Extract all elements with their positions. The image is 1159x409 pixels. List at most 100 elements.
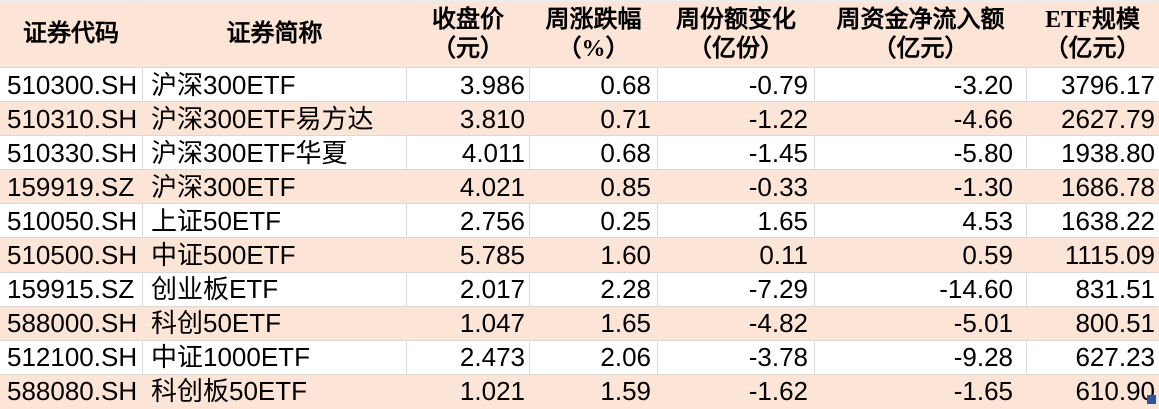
cell-week-share-change[interactable]: 0.11 (658, 238, 815, 273)
table-row: 510050.SH 上证50ETF 2.756 0.25 1.65 4.53 1… (0, 204, 1159, 239)
cell-week-net-inflow[interactable]: -1.30 (815, 170, 1027, 205)
cell-close-price[interactable]: 2.473 (407, 340, 530, 375)
cell-week-pct-change[interactable]: 2.28 (530, 272, 658, 307)
cell-close-price[interactable]: 2.756 (407, 204, 530, 239)
header-unit: （亿份） (688, 35, 784, 62)
cell-week-pct-change[interactable]: 1.60 (530, 238, 658, 273)
header-label: 证券简称 (226, 21, 323, 47)
cell-security-name[interactable]: 上证50ETF (143, 204, 407, 239)
cell-security-code[interactable]: 159915.SZ (0, 272, 143, 307)
cell-week-share-change[interactable]: -4.82 (658, 306, 815, 341)
header-unit: （亿元） (1044, 35, 1141, 62)
header-label: 周份额变化 (676, 6, 796, 33)
cell-week-share-change[interactable]: -1.22 (658, 102, 815, 137)
header-week-pct-change[interactable]: 周涨跌幅 （%） (530, 0, 658, 68)
cell-security-name[interactable]: 沪深300ETF (143, 68, 407, 103)
header-security-code[interactable]: 证券代码 (0, 0, 143, 68)
cell-week-pct-change[interactable]: 0.68 (530, 68, 658, 103)
cell-etf-scale[interactable]: 627.23 (1027, 341, 1159, 375)
header-etf-scale[interactable]: ETF规模 （亿元） (1027, 0, 1159, 68)
header-label: 证券代码 (23, 21, 119, 47)
cell-security-name[interactable]: 创业板ETF (143, 272, 407, 307)
cell-week-share-change[interactable]: -3.78 (658, 340, 815, 375)
cell-security-code[interactable]: 588000.SH (0, 306, 143, 341)
cell-week-pct-change[interactable]: 0.85 (530, 170, 658, 205)
cell-security-code[interactable]: 510300.SH (0, 68, 143, 103)
cell-week-pct-change[interactable]: 0.68 (530, 136, 658, 171)
cell-etf-scale[interactable]: 1938.80 (1027, 136, 1159, 171)
cell-week-share-change[interactable]: 1.65 (658, 204, 815, 239)
cell-security-name[interactable]: 中证1000ETF (143, 340, 407, 375)
table-row: 510310.SH 沪深300ETF易方达 3.810 0.71 -1.22 -… (0, 102, 1159, 137)
cell-security-code[interactable]: 588080.SH (0, 374, 143, 409)
cell-week-net-inflow[interactable]: -1.65 (815, 374, 1027, 409)
header-label: ETF规模 (1045, 6, 1140, 33)
cell-week-pct-change[interactable]: 2.06 (530, 340, 658, 375)
header-unit: （元） (432, 35, 504, 62)
cell-security-name[interactable]: 科创50ETF (143, 306, 407, 341)
header-week-net-inflow[interactable]: 周资金净流入额 （亿元） (815, 0, 1027, 68)
cell-close-price[interactable]: 5.785 (407, 238, 530, 273)
cell-close-price[interactable]: 1.047 (407, 306, 530, 341)
cell-close-price[interactable]: 1.021 (407, 374, 530, 409)
cell-security-name[interactable]: 中证500ETF (143, 238, 407, 273)
cell-week-net-inflow[interactable]: -5.80 (815, 136, 1027, 171)
cell-week-net-inflow[interactable]: -14.60 (815, 272, 1027, 307)
table-row: 510500.SH 中证500ETF 5.785 1.60 0.11 0.59 … (0, 238, 1159, 273)
cell-etf-scale[interactable]: 1686.78 (1027, 170, 1159, 205)
table-row: 159919.SZ 沪深300ETF 4.021 0.85 -0.33 -1.3… (0, 170, 1159, 205)
header-security-name[interactable]: 证券简称 (143, 0, 407, 68)
cell-week-pct-change[interactable]: 0.25 (530, 204, 658, 239)
header-close-price[interactable]: 收盘价 （元） (407, 0, 530, 68)
cell-week-share-change[interactable]: -7.29 (658, 272, 815, 307)
cell-close-price[interactable]: 4.021 (407, 170, 530, 205)
cell-etf-scale[interactable]: 800.51 (1027, 306, 1159, 341)
header-row: 证券代码 证券简称 收盘价 （元） 周涨跌幅 （%） 周份额变化 （亿份 (0, 0, 1159, 68)
table-row: 588080.SH 科创板50ETF 1.021 1.59 -1.62 -1.6… (0, 374, 1159, 409)
cell-close-price[interactable]: 3.810 (407, 102, 530, 137)
cell-week-share-change[interactable]: -0.79 (658, 68, 815, 103)
header-label: 周资金净流入额 (836, 6, 1005, 33)
table-row: 510330.SH 沪深300ETF华夏 4.011 0.68 -1.45 -5… (0, 136, 1159, 171)
cell-security-name[interactable]: 科创板50ETF (143, 374, 407, 409)
cell-etf-scale[interactable]: 1638.22 (1027, 204, 1159, 239)
cell-week-pct-change[interactable]: 1.65 (530, 306, 658, 341)
table-row: 159915.SZ 创业板ETF 2.017 2.28 -7.29 -14.60… (0, 272, 1159, 307)
cell-security-name[interactable]: 沪深300ETF易方达 (143, 102, 407, 137)
cell-etf-scale[interactable]: 2627.79 (1027, 102, 1159, 137)
cell-security-code[interactable]: 510330.SH (0, 136, 143, 171)
cell-close-price[interactable]: 4.011 (407, 136, 530, 171)
table-row: 512100.SH 中证1000ETF 2.473 2.06 -3.78 -9.… (0, 340, 1159, 375)
cell-etf-scale[interactable]: 1115.09 (1027, 238, 1159, 273)
cell-security-name[interactable]: 沪深300ETF (143, 170, 407, 205)
cell-security-code[interactable]: 510310.SH (0, 102, 143, 137)
cell-security-code[interactable]: 512100.SH (0, 340, 143, 375)
cell-week-net-inflow[interactable]: -9.28 (815, 340, 1027, 375)
selection-handle[interactable] (1147, 395, 1156, 404)
cell-week-pct-change[interactable]: 1.59 (530, 374, 658, 409)
cell-week-net-inflow[interactable]: -5.01 (815, 306, 1027, 341)
cell-close-price[interactable]: 3.986 (407, 68, 530, 103)
cell-close-price[interactable]: 2.017 (407, 272, 530, 307)
cell-week-net-inflow[interactable]: -3.20 (815, 68, 1027, 103)
header-week-share-change[interactable]: 周份额变化 （亿份） (658, 0, 815, 68)
cell-week-pct-change[interactable]: 0.71 (530, 102, 658, 137)
header-label: 收盘价 (432, 6, 504, 33)
cell-etf-scale[interactable]: 3796.17 (1027, 68, 1159, 103)
cell-security-code[interactable]: 510050.SH (0, 204, 143, 239)
cell-week-share-change[interactable]: -0.33 (658, 170, 815, 205)
cell-etf-scale[interactable]: 831.51 (1027, 273, 1159, 307)
cell-week-net-inflow[interactable]: 0.59 (815, 238, 1027, 273)
header-unit: （%） (557, 35, 630, 62)
cell-week-share-change[interactable]: -1.45 (658, 136, 815, 171)
cell-etf-scale[interactable]: 610.90 (1027, 374, 1159, 409)
cell-security-code[interactable]: 159919.SZ (0, 170, 143, 205)
cell-week-net-inflow[interactable]: 4.53 (815, 204, 1027, 239)
cell-week-net-inflow[interactable]: -4.66 (815, 102, 1027, 137)
cell-week-share-change[interactable]: -1.62 (658, 374, 815, 409)
cell-security-name[interactable]: 沪深300ETF华夏 (143, 136, 407, 171)
table-row: 588000.SH 科创50ETF 1.047 1.65 -4.82 -5.01… (0, 306, 1159, 341)
cell-security-code[interactable]: 510500.SH (0, 238, 143, 273)
